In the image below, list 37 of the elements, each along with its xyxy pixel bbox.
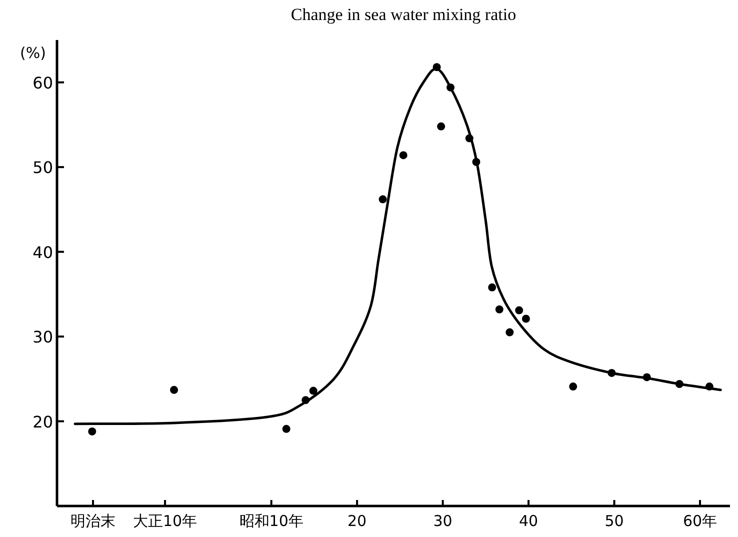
point bbox=[642, 373, 651, 382]
point bbox=[399, 151, 408, 160]
point bbox=[608, 368, 616, 377]
y-tick-label: 40 bbox=[32, 242, 53, 262]
point bbox=[515, 306, 524, 314]
point bbox=[495, 305, 504, 314]
point bbox=[170, 386, 178, 394]
x-tick-label: 昭和10年 bbox=[239, 512, 304, 530]
x-tick-label: 20 bbox=[348, 512, 367, 530]
point bbox=[488, 283, 496, 292]
x-tick-label: 明治末 bbox=[70, 512, 116, 530]
point bbox=[437, 122, 446, 130]
chart-title: Change in sea water mixing ratio bbox=[290, 5, 516, 24]
x-tick-label: 大正10年 bbox=[132, 512, 198, 530]
y-axis-title: (%) bbox=[20, 44, 46, 62]
y-tick-label: 60 bbox=[32, 73, 53, 92]
point bbox=[506, 328, 514, 336]
point bbox=[302, 396, 310, 404]
point bbox=[432, 63, 441, 72]
x-tick-label: 40 bbox=[518, 512, 538, 530]
point bbox=[569, 382, 578, 391]
point bbox=[522, 314, 530, 323]
point bbox=[472, 158, 480, 166]
point bbox=[675, 380, 684, 388]
x-tick-label: 30 bbox=[433, 512, 452, 530]
y-tick-label: 30 bbox=[32, 328, 53, 347]
x-tick-label: 50 bbox=[604, 512, 624, 530]
x-tick-label: 60年 bbox=[682, 512, 718, 530]
point bbox=[88, 427, 96, 436]
y-tick-label: 20 bbox=[32, 412, 53, 432]
point bbox=[465, 134, 474, 142]
point bbox=[309, 386, 318, 395]
point bbox=[446, 83, 455, 92]
point bbox=[705, 382, 714, 391]
point bbox=[378, 195, 387, 204]
point bbox=[282, 424, 290, 433]
y-tick-label: 50 bbox=[32, 158, 53, 178]
